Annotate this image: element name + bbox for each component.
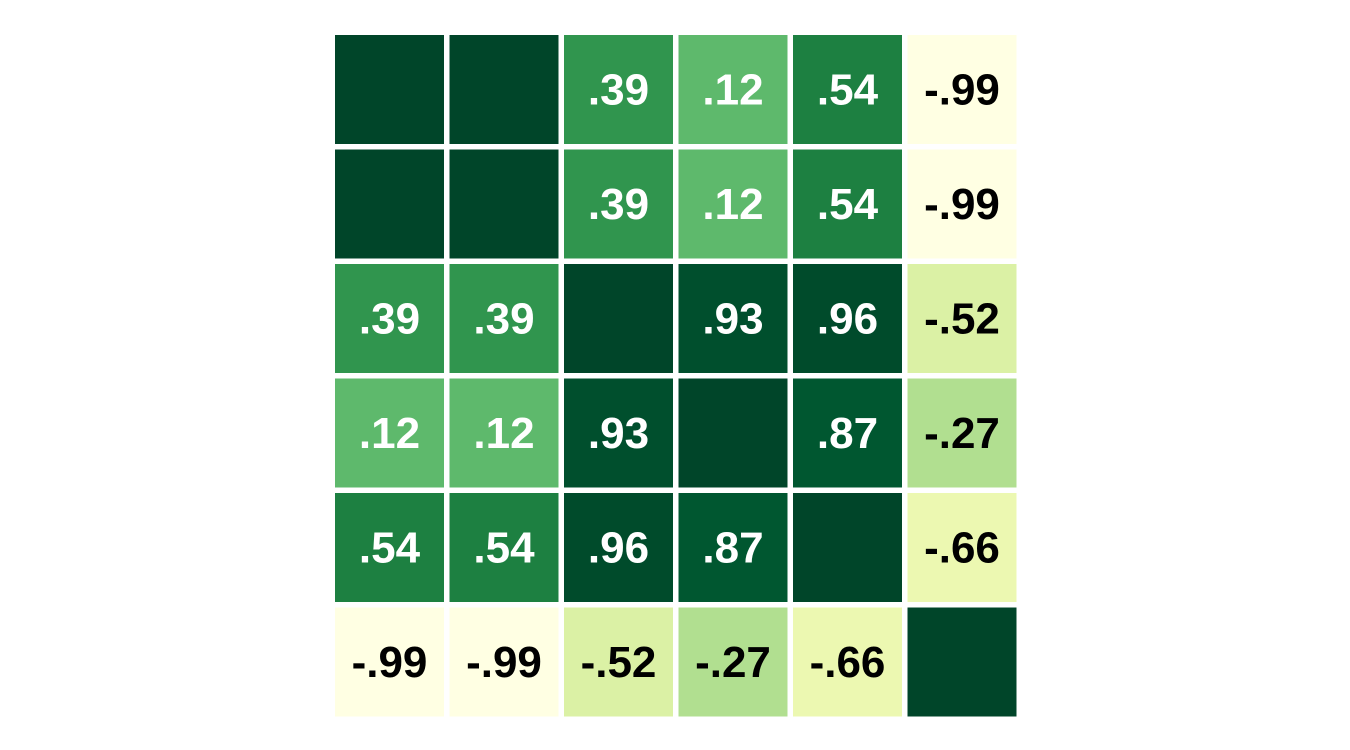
heatmap-cell-label-r5-c2: -.52 bbox=[581, 638, 657, 687]
heatmap-cell-label-r5-c0: -.99 bbox=[352, 638, 428, 687]
heatmap-cell-label-r4-c3: .87 bbox=[702, 524, 763, 573]
heatmap-cell-label-r5-c3: -.27 bbox=[695, 638, 771, 687]
heatmap-cell-r4-c2 bbox=[564, 493, 673, 602]
heatmap-cell-label-r0-c3: .12 bbox=[702, 66, 763, 115]
heatmap-cell-label-r2-c5: -.52 bbox=[924, 295, 1000, 344]
heatmap-cell-r5-c4 bbox=[793, 607, 902, 717]
heatmap-cell-label-r3-c4: .87 bbox=[817, 409, 878, 458]
heatmap-cell-r4-c4 bbox=[793, 493, 902, 602]
heatmap-cell-r5-c3 bbox=[678, 607, 788, 717]
heatmap-cell-label-r1-c5: -.99 bbox=[924, 180, 1000, 229]
heatmap-cell-r2-c5 bbox=[907, 264, 1017, 373]
heatmap-cell-label-r4-c2: .96 bbox=[588, 524, 649, 573]
heatmap-cell-r1-c5 bbox=[907, 149, 1017, 259]
heatmap-cells bbox=[335, 35, 1017, 717]
heatmap-cell-r3-c1 bbox=[449, 378, 559, 488]
heatmap-cell-label-r0-c2: .39 bbox=[588, 66, 649, 115]
heatmap-cell-r2-c3 bbox=[678, 264, 788, 373]
heatmap-cell-label-r3-c0: .12 bbox=[359, 409, 420, 458]
heatmap-cell-r3-c2 bbox=[564, 378, 673, 488]
heatmap-cell-label-r5-c1: -.99 bbox=[466, 638, 542, 687]
heatmap-cell-label-r1-c4: .54 bbox=[817, 180, 879, 229]
heatmap-cell-r1-c2 bbox=[564, 149, 673, 259]
heatmap-cell-r5-c2 bbox=[564, 607, 673, 717]
heatmap-cell-label-r3-c1: .12 bbox=[473, 409, 534, 458]
heatmap-cell-r2-c4 bbox=[793, 264, 902, 373]
heatmap-cell-r2-c2 bbox=[564, 264, 673, 373]
heatmap-cell-r0-c4 bbox=[793, 35, 902, 144]
heatmap-cell-label-r0-c5: -.99 bbox=[924, 66, 1000, 115]
heatmap-cell-label-r2-c0: .39 bbox=[359, 295, 420, 344]
heatmap-cell-r0-c0 bbox=[335, 35, 444, 144]
heatmap-cell-r4-c5 bbox=[907, 493, 1017, 602]
heatmap-cell-label-r1-c2: .39 bbox=[588, 180, 649, 229]
heatmap-cell-label-r4-c0: .54 bbox=[359, 524, 421, 573]
heatmap-cell-r5-c1 bbox=[449, 607, 559, 717]
heatmap-cell-r3-c4 bbox=[793, 378, 902, 488]
heatmap-cell-label-r0-c4: .54 bbox=[817, 66, 879, 115]
heatmap-cell-label-r3-c5: -.27 bbox=[924, 409, 1000, 458]
heatmap-cell-r1-c1 bbox=[449, 149, 559, 259]
heatmap-cell-r0-c3 bbox=[678, 35, 788, 144]
heatmap-cell-r3-c0 bbox=[335, 378, 444, 488]
heatmap-cell-r0-c2 bbox=[564, 35, 673, 144]
heatmap-cell-label-r5-c4: -.66 bbox=[810, 638, 886, 687]
heatmap-cell-label-r2-c4: .96 bbox=[817, 295, 878, 344]
heatmap-cell-r1-c0 bbox=[335, 149, 444, 259]
heatmap-cell-r1-c4 bbox=[793, 149, 902, 259]
heatmap-cell-r3-c5 bbox=[907, 378, 1017, 488]
heatmap-cell-label-r2-c3: .93 bbox=[702, 295, 763, 344]
heatmap-labels: .39 .12 .54 -.99 .39 .12 .54 -.99 .39 .39 .93 .96 -.… bbox=[352, 66, 1000, 688]
heatmap-cell-r4-c3 bbox=[678, 493, 788, 602]
heatmap-cell-r2-c1 bbox=[449, 264, 559, 373]
heatmap-cell-r1-c3 bbox=[678, 149, 788, 259]
heatmap-cell-r0-c1 bbox=[449, 35, 559, 144]
heatmap-cell-label-r1-c3: .12 bbox=[702, 180, 763, 229]
heatmap-cell-label-r4-c5: -.66 bbox=[924, 524, 1000, 573]
heatmap-cell-r0-c5 bbox=[907, 35, 1017, 144]
heatmap-cell-r4-c0 bbox=[335, 493, 444, 602]
heatmap-cell-label-r3-c2: .93 bbox=[588, 409, 649, 458]
heatmap-cell-label-r2-c1: .39 bbox=[473, 295, 534, 344]
heatmap-cell-r5-c0 bbox=[335, 607, 444, 717]
heatmap-cell-r3-c3 bbox=[678, 378, 788, 488]
heatmap-cell-r5-c5 bbox=[907, 607, 1017, 717]
heatmap-cell-label-r4-c1: .54 bbox=[473, 524, 535, 573]
heatmap-cell-r4-c1 bbox=[449, 493, 559, 602]
heatmap-cell-r2-c0 bbox=[335, 264, 444, 373]
